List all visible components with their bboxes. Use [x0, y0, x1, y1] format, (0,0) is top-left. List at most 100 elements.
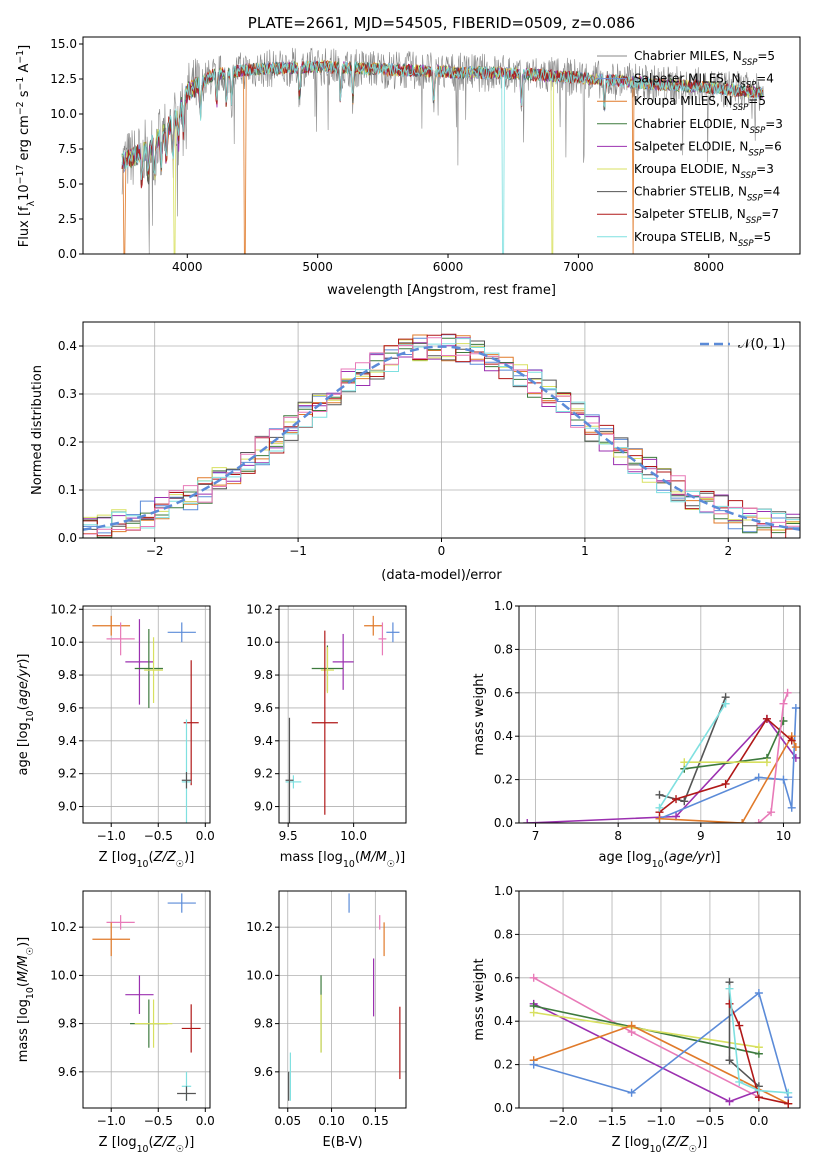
weight-marker [655, 790, 664, 799]
x-tick-label: 0.0 [196, 829, 215, 843]
y-tick-label: 9.8 [58, 668, 77, 682]
weight-line [659, 696, 727, 803]
y-tick-label: 9.6 [254, 701, 273, 715]
x-axis-label: Z [log10(Z/Z☉)] [99, 850, 195, 870]
data-point [181, 1004, 201, 1053]
y-tick-label: 0.0 [494, 816, 513, 830]
y-tick-label: 9.4 [254, 734, 273, 748]
weight-line [658, 703, 727, 809]
y-axis-label: Flux [fλ10−17 erg cm−2 s−1 A−1] [15, 45, 37, 247]
plot-area [288, 893, 401, 1101]
weight-marker [762, 714, 771, 723]
x-axis-label: (data-model)/error [381, 568, 502, 583]
y-tick-label: 10.0 [50, 968, 77, 982]
x-tick-label: −1 [289, 544, 307, 558]
spectrum-line [121, 59, 764, 254]
panel-weight-vs-Z: −2.0 −1.5 −1.0 −0.5 0.0 0.0 0.2 0.4 0.6 0.8 1.0 mas… [472, 884, 801, 1155]
weight-marker [725, 1056, 734, 1065]
y-tick-label: 0.2 [494, 773, 513, 787]
y-axis-label: mass weight [472, 673, 487, 755]
legend-label: Chabrier ELODIE, NSSP=3 [634, 117, 783, 136]
plot-area [83, 333, 800, 538]
y-tick-label: 9.8 [58, 1017, 77, 1031]
weight-marker [784, 1088, 793, 1097]
x-tick-label: 8000 [693, 260, 724, 274]
y-tick-label: 12.5 [50, 72, 77, 86]
plot-area [523, 688, 800, 823]
y-tick-label: 9.6 [58, 701, 77, 715]
legend-label: 𝒩(0, 1) [738, 337, 785, 352]
y-tick-label: 0.2 [58, 435, 77, 449]
data-point [167, 893, 196, 913]
y-tick-label: 9.8 [254, 1017, 273, 1031]
x-tick-label: 9.5 [279, 829, 298, 843]
axes-box [82, 890, 211, 1109]
data-point [92, 922, 131, 957]
y-tick-label: 1.0 [494, 884, 513, 898]
x-tick-label: 4000 [172, 260, 203, 274]
x-tick-label: −1.0 [97, 1114, 126, 1128]
x-tick-label: 9 [697, 829, 705, 843]
axes-frame: 9.5 10.0 9.0 9.2 9.4 9.6 9.8 10.0 10.2 [246, 602, 407, 843]
legend-label: Kroupa ELODIE, NSSP=3 [634, 162, 774, 181]
panel-age-vs-mass: 9.5 10.0 9.0 9.2 9.4 9.6 9.8 10.0 10.2 mass [log1… [246, 602, 407, 870]
x-tick-label: −0.5 [695, 1114, 724, 1128]
legend-label: Salpeter ELODIE, NSSP=6 [634, 139, 782, 158]
data-point [364, 615, 383, 636]
x-tick-label: −2 [146, 544, 164, 558]
panel-age-vs-Z: −1.0 −0.5 0.0 9.0 9.2 9.4 9.6 9.8 10.0 10.2 age [l… [16, 602, 215, 869]
legend-label: Kroupa MILES, NSSP=5 [634, 94, 766, 113]
weight-line [758, 692, 789, 823]
y-tick-label: 9.4 [58, 734, 77, 748]
y-tick-label: 0.6 [494, 686, 513, 700]
x-axis-label: Z [log10(Z/Z☉)] [99, 1135, 195, 1155]
x-tick-label: 6000 [433, 260, 464, 274]
panel-mass-vs-EBV: 0.05 0.10 0.15 9.6 9.8 10.0 10.2 E(B-V) [246, 890, 407, 1150]
panel-residuals: −2 −1 0 1 2 0.0 0.1 0.2 0.3 0.4 (data-model)/error… [30, 321, 801, 583]
weight-marker [738, 819, 747, 823]
weight-marker [725, 1097, 734, 1106]
weight-marker [787, 803, 796, 812]
axes-box [518, 605, 801, 824]
axes-box [518, 890, 801, 1109]
y-tick-label: 10.2 [50, 920, 77, 934]
weight-marker [725, 984, 734, 993]
weight-line [533, 977, 760, 1098]
spectrum-line [121, 60, 764, 189]
data-point [106, 622, 135, 656]
x-tick-label: 0.0 [196, 1114, 215, 1128]
y-tick-label: 0.0 [494, 1101, 513, 1115]
y-tick-label: 10.0 [50, 635, 77, 649]
x-axis-label: wavelength [Angstrom, rest frame] [327, 283, 556, 298]
weight-marker [783, 688, 792, 697]
y-tick-label: 9.8 [254, 668, 273, 682]
x-tick-label: 10 [776, 829, 791, 843]
weight-marker [754, 819, 763, 823]
panel-spectrum: 4000 5000 6000 7000 8000 0.0 2.5 5.0 7.5 10.0 12.5… [15, 14, 801, 298]
data-point [125, 975, 154, 1014]
weight-marker [627, 1021, 636, 1030]
data-point [177, 1086, 196, 1101]
weight-marker [784, 1099, 793, 1108]
x-tick-label: 7000 [563, 260, 594, 274]
y-tick-label: 9.0 [58, 800, 77, 814]
legend: Chabrier MILES, NSSP=5 Salpeter MILES, NS… [597, 49, 783, 249]
weight-line [527, 717, 797, 823]
axes-frame: −2.0 −1.5 −1.0 −0.5 0.0 0.0 0.2 0.4 0.6 0.8 1.0 [494, 884, 801, 1128]
plot-area [121, 47, 764, 254]
plot-area [529, 973, 793, 1108]
weight-marker [680, 797, 689, 806]
legend-label: Salpeter MILES, NSSP=4 [634, 72, 774, 91]
plot-area [285, 615, 400, 823]
normal-curve [83, 345, 800, 531]
y-tick-label: 5.0 [58, 177, 77, 191]
axes-frame: −1.0 −0.5 0.0 9.0 9.2 9.4 9.6 9.8 10.0 10.2 [50, 602, 215, 843]
weight-marker [529, 1060, 538, 1069]
x-tick-label: 0.10 [318, 1114, 345, 1128]
x-tick-label: 0.05 [274, 1114, 301, 1128]
data-point [134, 999, 173, 1048]
y-tick-label: 10.0 [246, 968, 273, 982]
y-axis-label: mass weight [472, 958, 487, 1040]
data-point [386, 622, 400, 643]
weight-marker [754, 988, 763, 997]
